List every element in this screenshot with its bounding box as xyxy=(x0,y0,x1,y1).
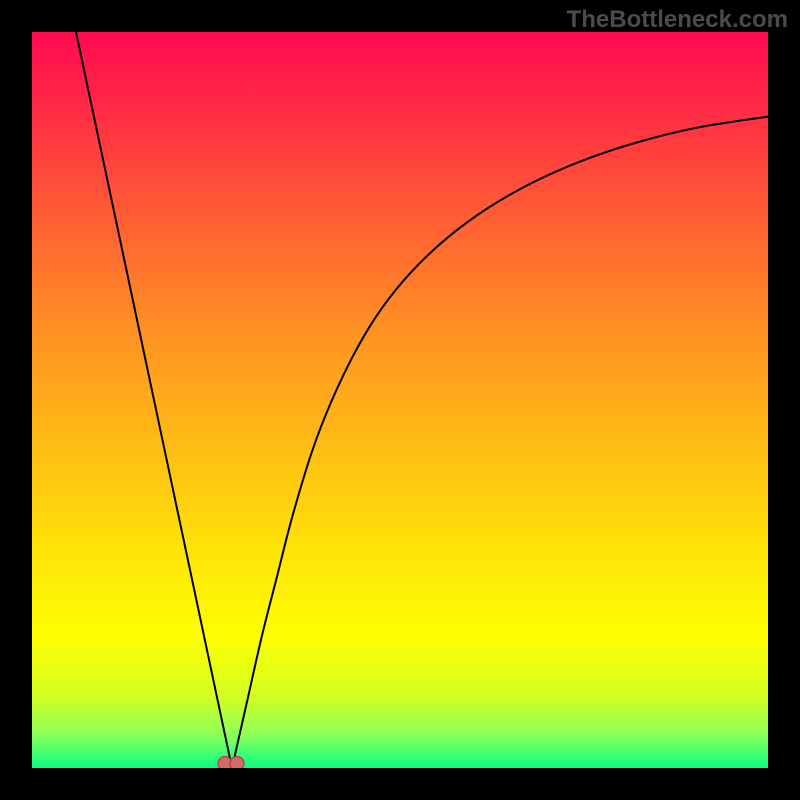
plot-svg xyxy=(32,32,768,768)
plot-area xyxy=(32,32,768,768)
curve-right-branch xyxy=(232,117,768,768)
curve-left-branch xyxy=(76,32,232,768)
chart-container: TheBottleneck.com xyxy=(0,0,800,800)
vertex-marker xyxy=(230,757,244,768)
watermark-text: TheBottleneck.com xyxy=(567,6,788,34)
